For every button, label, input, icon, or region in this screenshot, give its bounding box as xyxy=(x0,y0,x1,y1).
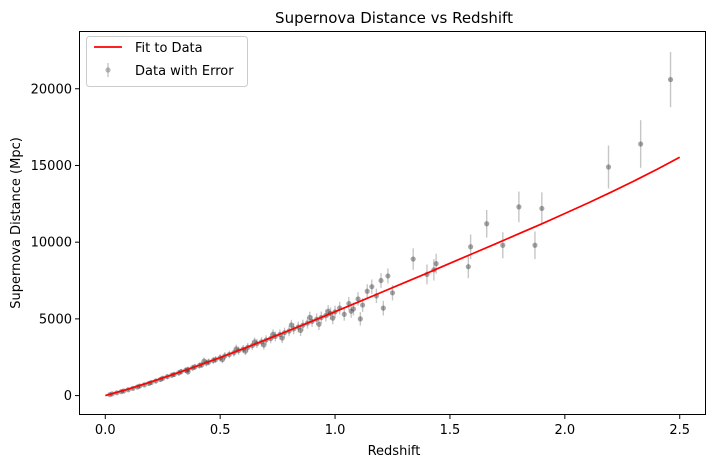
data-point xyxy=(360,302,366,308)
data-point xyxy=(500,242,506,248)
data-point xyxy=(638,141,644,147)
legend-label-data: Data with Error xyxy=(135,64,234,79)
x-tick-label: 2.5 xyxy=(669,423,690,438)
data-point xyxy=(219,356,226,363)
legend-swatch-point xyxy=(105,67,111,73)
data-point xyxy=(357,316,363,322)
data-point xyxy=(389,290,396,296)
data-point xyxy=(355,296,361,302)
data-point xyxy=(369,284,375,290)
y-tick-label: 20000 xyxy=(31,82,72,97)
data-point xyxy=(242,348,249,354)
data-point xyxy=(307,314,313,320)
y-tick-label: 0 xyxy=(64,389,72,404)
data-point xyxy=(667,76,674,83)
y-tick-label: 10000 xyxy=(31,236,72,251)
x-tick-label: 0.0 xyxy=(95,423,116,438)
data-point xyxy=(297,327,304,333)
data-point xyxy=(465,264,471,270)
plot-frame xyxy=(79,31,706,415)
legend-box xyxy=(86,36,248,87)
x-tick-label: 1.5 xyxy=(440,423,461,438)
y-axis-ticks: 0 5000 10000 15000 20000 xyxy=(31,82,80,404)
data-point xyxy=(279,335,285,341)
data-point xyxy=(410,256,416,262)
data-point xyxy=(350,306,357,312)
data-point xyxy=(364,288,370,294)
data-point xyxy=(605,164,612,170)
data-point xyxy=(433,261,439,267)
x-axis-ticks: 0.0 0.5 1.0 1.5 2.0 2.5 xyxy=(95,414,690,438)
fit-line xyxy=(105,156,681,397)
chart-title: Supernova Distance vs Redshift xyxy=(275,9,513,27)
data-point xyxy=(385,273,391,279)
x-tick-label: 1.0 xyxy=(325,423,346,438)
data-point xyxy=(484,221,490,227)
data-point xyxy=(316,321,322,327)
data-point xyxy=(468,244,474,250)
y-axis-label: Supernova Distance (Mpc) xyxy=(9,137,24,309)
legend-label-fit: Fit to Data xyxy=(135,41,203,56)
data-point xyxy=(539,205,545,212)
x-axis-label: Redshift xyxy=(368,444,421,459)
y-tick-label: 15000 xyxy=(31,159,72,174)
x-tick-label: 0.5 xyxy=(210,423,231,438)
data-point xyxy=(341,311,347,317)
data-point xyxy=(288,322,294,328)
x-tick-label: 2.0 xyxy=(554,423,575,438)
y-tick-label: 5000 xyxy=(39,312,72,327)
data-point xyxy=(378,277,384,284)
data-point xyxy=(348,308,354,314)
data-point xyxy=(532,242,538,248)
data-point xyxy=(380,305,386,311)
data-point xyxy=(516,204,522,210)
legend: Fit to Data Data with Error xyxy=(86,36,248,87)
data-point xyxy=(261,342,267,348)
data-point xyxy=(325,308,331,314)
data-point xyxy=(330,315,336,321)
